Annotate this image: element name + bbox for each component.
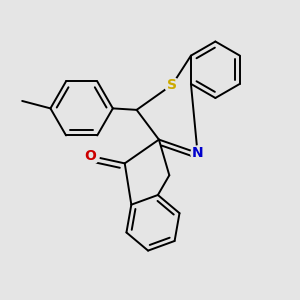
Text: S: S	[167, 78, 177, 92]
Text: O: O	[85, 149, 97, 163]
Text: N: N	[192, 146, 203, 160]
